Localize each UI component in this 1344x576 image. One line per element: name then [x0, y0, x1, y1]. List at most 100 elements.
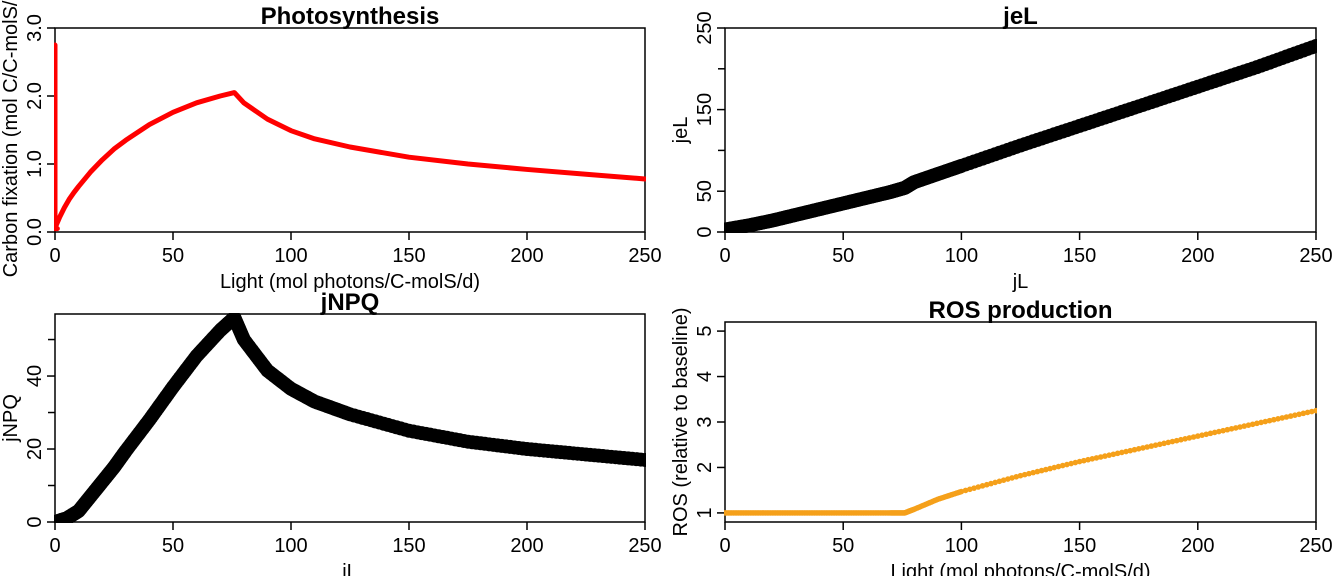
data-point	[1055, 463, 1062, 470]
x-tick-label: 250	[1299, 535, 1332, 557]
data-point	[1287, 413, 1294, 419]
data-point	[1211, 429, 1218, 436]
data-point	[1148, 443, 1155, 449]
data-point	[996, 478, 1003, 485]
data-point	[1309, 38, 1317, 53]
chart-title: jNPQ	[320, 289, 380, 316]
x-tick-label: 200	[1181, 535, 1214, 557]
data-point	[1241, 423, 1248, 429]
data-point	[1254, 420, 1260, 427]
data-point	[1068, 460, 1074, 467]
x-axis-label: Light (mol photons/C-molS/d)	[220, 271, 480, 293]
chart-title: jeL	[1002, 3, 1038, 30]
x-tick-label: 250	[1299, 245, 1332, 267]
data-point	[1304, 409, 1311, 416]
data-point	[1245, 422, 1252, 428]
data-point	[1102, 453, 1108, 459]
y-tick-label: 0.0	[24, 218, 46, 246]
data-point	[1308, 408, 1315, 415]
data-point	[1249, 421, 1256, 428]
data-point	[1169, 438, 1176, 445]
x-tick-label: 200	[510, 535, 543, 557]
x-tick-label: 150	[392, 535, 425, 557]
x-axis-label: jL	[341, 561, 358, 576]
x-tick-label: 100	[274, 535, 307, 557]
y-tick-label: 250	[694, 11, 716, 44]
y-axis-label: Carbon fixation (mol C/C-molS/d)	[0, 0, 22, 277]
data-point	[1173, 437, 1180, 444]
y-tick-label: 0	[24, 516, 46, 527]
series-line	[54, 90, 646, 232]
y-tick-label: 40	[24, 365, 46, 387]
chart-panel-4: ROS production 0 50 100 150 200 250 1 2 3 4 5 Light …	[670, 297, 1333, 576]
x-tick-label: 150	[392, 245, 425, 267]
data-point	[992, 479, 998, 486]
y-tick-label: 3.0	[24, 14, 46, 42]
data-point	[1013, 473, 1020, 480]
data-point	[1228, 426, 1235, 432]
data-point	[1144, 444, 1150, 450]
data-point	[1182, 436, 1188, 442]
y-tick-label: 1	[694, 507, 716, 518]
x-tick-label: 0	[49, 245, 60, 267]
data-point	[1106, 452, 1112, 458]
data-point	[1017, 472, 1024, 479]
data-point	[1097, 454, 1104, 460]
data-point	[1043, 466, 1049, 473]
data-point	[1165, 439, 1172, 446]
x-tick-label: 100	[274, 245, 307, 267]
plot-frame	[724, 27, 1317, 233]
chart-panel-1: Photosynthesis 0 50 100 150 200 250 0.0 1.0 2.0 3.…	[0, 0, 662, 293]
data-point	[1021, 471, 1028, 478]
y-tick-label: 20	[24, 438, 46, 460]
data-point	[962, 487, 969, 494]
x-tick-label: 50	[162, 535, 184, 557]
data-point	[1195, 433, 1201, 439]
data-point	[1224, 426, 1231, 433]
data-point	[983, 481, 990, 488]
data-point	[1072, 459, 1079, 466]
data-point	[1258, 419, 1264, 426]
data-layer	[54, 42, 646, 232]
data-point	[1026, 470, 1032, 477]
data-point	[1275, 416, 1281, 422]
data-point	[1232, 425, 1239, 431]
x-tick-label: 200	[510, 245, 543, 267]
data-point	[1030, 469, 1036, 476]
y-tick-label: 2.0	[24, 82, 46, 110]
data-point	[958, 488, 965, 495]
y-tick-label: 150	[694, 93, 716, 126]
x-tick-label: 0	[719, 245, 730, 267]
x-tick-label: 100	[945, 535, 978, 557]
data-layer	[724, 38, 1317, 233]
data-point	[988, 480, 994, 487]
x-tick-label: 200	[1181, 245, 1214, 267]
data-point	[1051, 464, 1058, 471]
data-point	[1064, 461, 1070, 468]
data-point	[1110, 451, 1117, 458]
data-point	[1220, 427, 1226, 434]
chart-title: Photosynthesis	[261, 3, 440, 30]
data-point	[1119, 449, 1125, 456]
x-tick-label: 150	[1063, 535, 1096, 557]
data-point	[1005, 476, 1011, 482]
data-point	[1216, 428, 1222, 435]
data-point	[1059, 462, 1066, 469]
data-point	[1152, 442, 1159, 448]
data-point	[1186, 435, 1193, 441]
data-point	[1131, 446, 1138, 453]
data-point	[1009, 475, 1015, 481]
x-tick-label: 250	[628, 535, 661, 557]
data-point	[1199, 432, 1205, 438]
x-tick-label: 50	[162, 245, 184, 267]
x-tick-label: 50	[832, 535, 854, 557]
data-point	[1161, 440, 1167, 447]
data-point	[1000, 477, 1007, 483]
data-layer	[724, 407, 1317, 516]
data-point	[1266, 417, 1273, 424]
data-point	[1300, 410, 1307, 417]
plot-frame	[54, 313, 646, 523]
x-tick-label: 0	[49, 535, 60, 557]
y-tick-label: 2	[694, 462, 716, 473]
chart-title: ROS production	[929, 297, 1113, 324]
